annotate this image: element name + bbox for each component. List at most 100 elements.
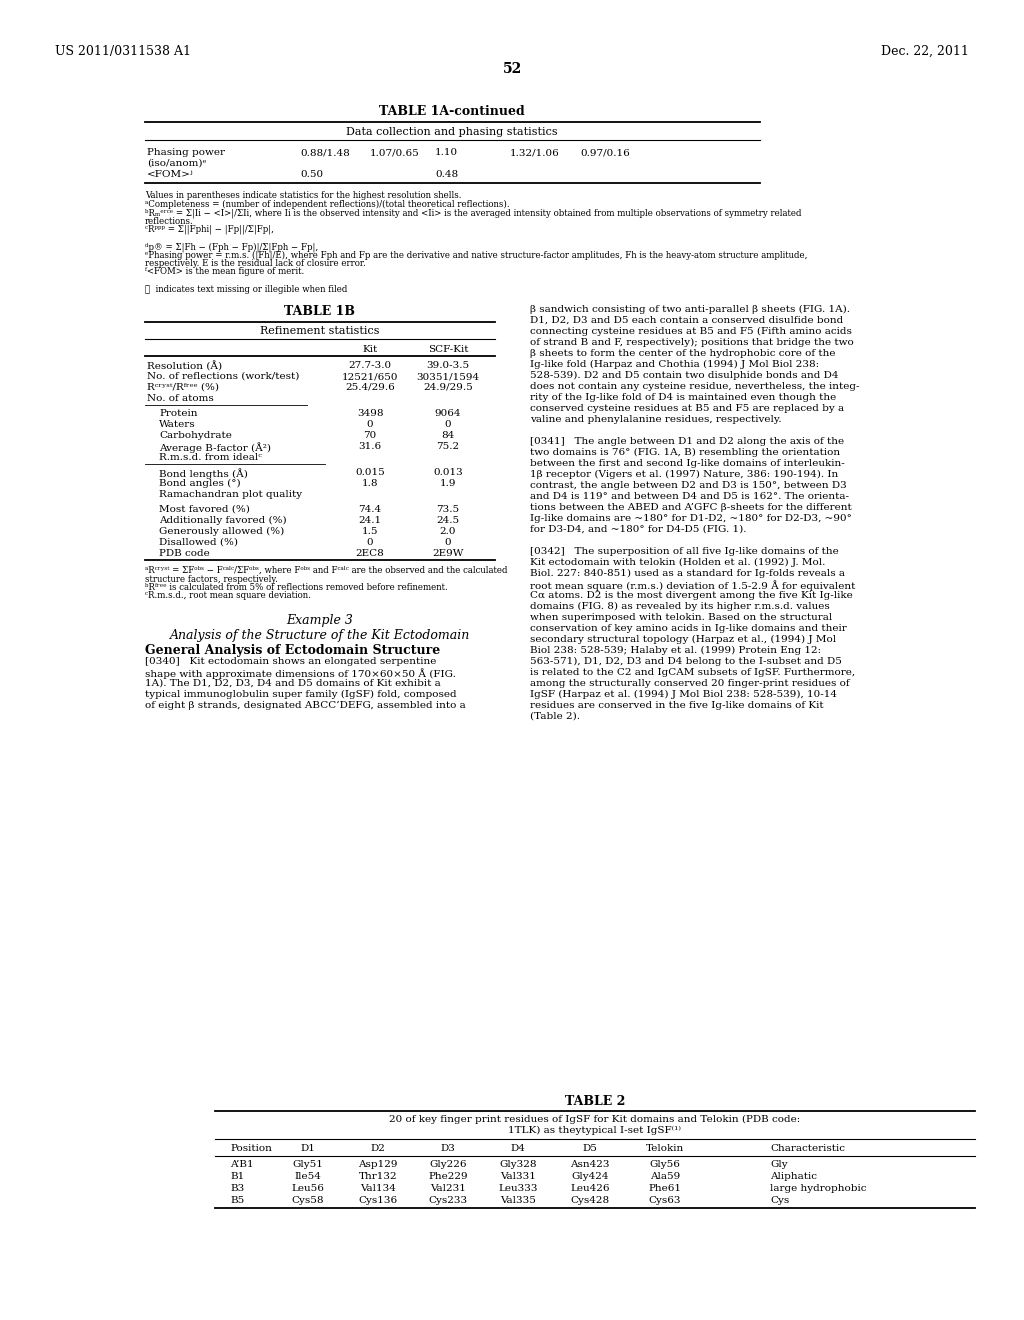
Text: 20 of key finger print residues of IgSF for Kit domains and Telokin (PDB code:: 20 of key finger print residues of IgSF … <box>389 1115 801 1125</box>
Text: 0: 0 <box>367 539 374 546</box>
Text: Bond angles (°): Bond angles (°) <box>159 479 241 488</box>
Text: root mean square (r.m.s.) deviation of 1.5-2.9 Å for equivalent: root mean square (r.m.s.) deviation of 1… <box>530 579 855 591</box>
Text: [0341]   The angle between D1 and D2 along the axis of the: [0341] The angle between D1 and D2 along… <box>530 437 844 446</box>
Text: Ramachandran plot quality: Ramachandran plot quality <box>159 490 302 499</box>
Text: Gly328: Gly328 <box>500 1160 537 1170</box>
Text: Gly51: Gly51 <box>293 1160 324 1170</box>
Text: Cys: Cys <box>770 1196 790 1205</box>
Text: Aliphatic: Aliphatic <box>770 1172 817 1181</box>
Text: Example 3: Example 3 <box>287 614 353 627</box>
Text: ᶠ<FOM> is the mean figure of merit.: ᶠ<FOM> is the mean figure of merit. <box>145 268 304 276</box>
Text: 24.9/29.5: 24.9/29.5 <box>423 383 473 392</box>
Text: respectively. E is the residual lack of closure error.: respectively. E is the residual lack of … <box>145 259 366 268</box>
Text: Ala59: Ala59 <box>650 1172 680 1181</box>
Text: Phe61: Phe61 <box>648 1184 682 1193</box>
Text: among the structurally conserved 20 finger-print residues of: among the structurally conserved 20 fing… <box>530 678 850 688</box>
Text: 31.6: 31.6 <box>358 442 382 451</box>
Text: secondary structural topology (Harpaz et al., (1994) J Mol: secondary structural topology (Harpaz et… <box>530 635 837 644</box>
Text: PDB code: PDB code <box>159 549 210 558</box>
Text: Asp129: Asp129 <box>358 1160 397 1170</box>
Text: No. of reflections (work/test): No. of reflections (work/test) <box>147 372 299 381</box>
Text: Generously allowed (%): Generously allowed (%) <box>159 527 285 536</box>
Text: Protein: Protein <box>159 409 198 418</box>
Text: 1.10: 1.10 <box>435 148 458 157</box>
Text: Gly56: Gly56 <box>649 1160 680 1170</box>
Text: ᵇRₘᵉʳᶜᵉ = Σ|Ii − <I>|/ΣIi, where Ii is the observed intensity and <Ii> is the av: ᵇRₘᵉʳᶜᵉ = Σ|Ii − <I>|/ΣIi, where Ii is t… <box>145 209 802 218</box>
Text: two domains is 76° (FIG. 1A, B) resembling the orientation: two domains is 76° (FIG. 1A, B) resembli… <box>530 447 840 457</box>
Text: ᶜRᵖᵖᵖ = Σ||Fphi| − |Fp||/Σ|Fp|,: ᶜRᵖᵖᵖ = Σ||Fphi| − |Fp||/Σ|Fp|, <box>145 224 274 235</box>
Text: Average B-factor (Å²): Average B-factor (Å²) <box>159 442 271 453</box>
Text: Cys233: Cys233 <box>428 1196 468 1205</box>
Text: 24.1: 24.1 <box>358 516 382 525</box>
Text: Kit ectodomain with telokin (Holden et al. (1992) J. Mol.: Kit ectodomain with telokin (Holden et a… <box>530 558 825 568</box>
Text: 2.0: 2.0 <box>439 527 457 536</box>
Text: tions between the ABED and A’GFC β-sheets for the different: tions between the ABED and A’GFC β-sheet… <box>530 503 852 512</box>
Text: ᵉPhasing power = r.m.s. (|Fh|/E), where Fph and Fp are the derivative and native: ᵉPhasing power = r.m.s. (|Fh|/E), where … <box>145 251 808 260</box>
Text: Ile54: Ile54 <box>295 1172 322 1181</box>
Text: Cys428: Cys428 <box>570 1196 609 1205</box>
Text: 0: 0 <box>444 539 452 546</box>
Text: Leu426: Leu426 <box>570 1184 609 1193</box>
Text: 0.48: 0.48 <box>435 170 458 180</box>
Text: <FOM>ʲ: <FOM>ʲ <box>147 170 194 180</box>
Text: R.m.s.d. from idealᶜ: R.m.s.d. from idealᶜ <box>159 453 262 462</box>
Text: Resolution (Å): Resolution (Å) <box>147 360 222 371</box>
Text: Ig-like fold (Harpaz and Chothia (1994) J Mol Biol 238:: Ig-like fold (Harpaz and Chothia (1994) … <box>530 360 819 370</box>
Text: [0342]   The superposition of all five Ig-like domains of the: [0342] The superposition of all five Ig-… <box>530 546 839 556</box>
Text: Asn423: Asn423 <box>570 1160 609 1170</box>
Text: 1A). The D1, D2, D3, D4 and D5 domains of Kit exhibit a: 1A). The D1, D2, D3, D4 and D5 domains o… <box>145 678 440 688</box>
Text: A’B1: A’B1 <box>230 1160 254 1170</box>
Text: Val335: Val335 <box>500 1196 536 1205</box>
Text: Disallowed (%): Disallowed (%) <box>159 539 238 546</box>
Text: Carbohydrate: Carbohydrate <box>159 432 231 440</box>
Text: 0.50: 0.50 <box>300 170 324 180</box>
Text: shape with approximate dimensions of 170×60×50 Å (FIG.: shape with approximate dimensions of 170… <box>145 668 456 678</box>
Text: Biol 238: 528-539; Halaby et al. (1999) Protein Eng 12:: Biol 238: 528-539; Halaby et al. (1999) … <box>530 645 821 655</box>
Text: Biol. 227: 840-851) used as a standard for Ig-folds reveals a: Biol. 227: 840-851) used as a standard f… <box>530 569 845 578</box>
Text: B1: B1 <box>230 1172 245 1181</box>
Text: 563-571), D1, D2, D3 and D4 belong to the I-subset and D5: 563-571), D1, D2, D3 and D4 belong to th… <box>530 657 842 667</box>
Text: Cα atoms. D2 is the most divergent among the five Kit Ig-like: Cα atoms. D2 is the most divergent among… <box>530 591 853 601</box>
Text: 1TLK) as theytypical I-set IgSF⁽¹⁾: 1TLK) as theytypical I-set IgSF⁽¹⁾ <box>509 1126 682 1135</box>
Text: B5: B5 <box>230 1196 245 1205</box>
Text: Phe229: Phe229 <box>428 1172 468 1181</box>
Text: Telokin: Telokin <box>646 1144 684 1152</box>
Text: 0.013: 0.013 <box>433 469 463 477</box>
Text: 52: 52 <box>503 62 521 77</box>
Text: β sheets to form the center of the hydrophobic core of the: β sheets to form the center of the hydro… <box>530 348 836 358</box>
Text: 1.5: 1.5 <box>361 527 378 536</box>
Text: of eight β strands, designated ABCC’DEFG, assembled into a: of eight β strands, designated ABCC’DEFG… <box>145 701 466 710</box>
Text: Thr132: Thr132 <box>358 1172 397 1181</box>
Text: Gly424: Gly424 <box>571 1172 608 1181</box>
Text: β sandwich consisting of two anti-parallel β sheets (FIG. 1A).: β sandwich consisting of two anti-parall… <box>530 305 850 314</box>
Text: ⓒ  indicates text missing or illegible when filed: ⓒ indicates text missing or illegible wh… <box>145 285 347 293</box>
Text: 84: 84 <box>441 432 455 440</box>
Text: reflections.: reflections. <box>145 216 194 226</box>
Text: (iso/anom)ᵉ: (iso/anom)ᵉ <box>147 158 207 168</box>
Text: when superimposed with telokin. Based on the structural: when superimposed with telokin. Based on… <box>530 612 833 622</box>
Text: residues are conserved in the five Ig-like domains of Kit: residues are conserved in the five Ig-li… <box>530 701 823 710</box>
Text: valine and phenylalanine residues, respectively.: valine and phenylalanine residues, respe… <box>530 414 781 424</box>
Text: ᶜR.m.s.d., root mean square deviation.: ᶜR.m.s.d., root mean square deviation. <box>145 591 311 601</box>
Text: Most favored (%): Most favored (%) <box>159 506 250 513</box>
Text: D3: D3 <box>440 1144 456 1152</box>
Text: Rᶜʳʸˢᵗ/Rᶠʳᵉᵉ (%): Rᶜʳʸˢᵗ/Rᶠʳᵉᵉ (%) <box>147 383 219 392</box>
Text: B3: B3 <box>230 1184 245 1193</box>
Text: 9064: 9064 <box>435 409 461 418</box>
Text: Bond lengths (Å): Bond lengths (Å) <box>159 469 248 479</box>
Text: 74.4: 74.4 <box>358 506 382 513</box>
Text: Position: Position <box>230 1144 272 1152</box>
Text: Kit: Kit <box>362 345 378 354</box>
Text: Data collection and phasing statistics: Data collection and phasing statistics <box>346 127 558 137</box>
Text: 0: 0 <box>444 420 452 429</box>
Text: ᵈp® = Σ|Fh − (Fph − Fp)|/Σ|Fph − Fp|,: ᵈp® = Σ|Fh − (Fph − Fp)|/Σ|Fph − Fp|, <box>145 242 318 252</box>
Text: 2EC8: 2EC8 <box>355 549 384 558</box>
Text: Analysis of the Structure of the Kit Ectodomain: Analysis of the Structure of the Kit Ect… <box>170 630 470 642</box>
Text: Phasing power: Phasing power <box>147 148 225 157</box>
Text: connecting cysteine residues at B5 and F5 (Fifth amino acids: connecting cysteine residues at B5 and F… <box>530 327 852 337</box>
Text: typical immunoglobulin super family (IgSF) fold, composed: typical immunoglobulin super family (IgS… <box>145 690 457 700</box>
Text: Val331: Val331 <box>500 1172 536 1181</box>
Text: conserved cysteine residues at B5 and F5 are replaced by a: conserved cysteine residues at B5 and F5… <box>530 404 844 413</box>
Text: D2: D2 <box>371 1144 385 1152</box>
Text: Additionally favored (%): Additionally favored (%) <box>159 516 287 525</box>
